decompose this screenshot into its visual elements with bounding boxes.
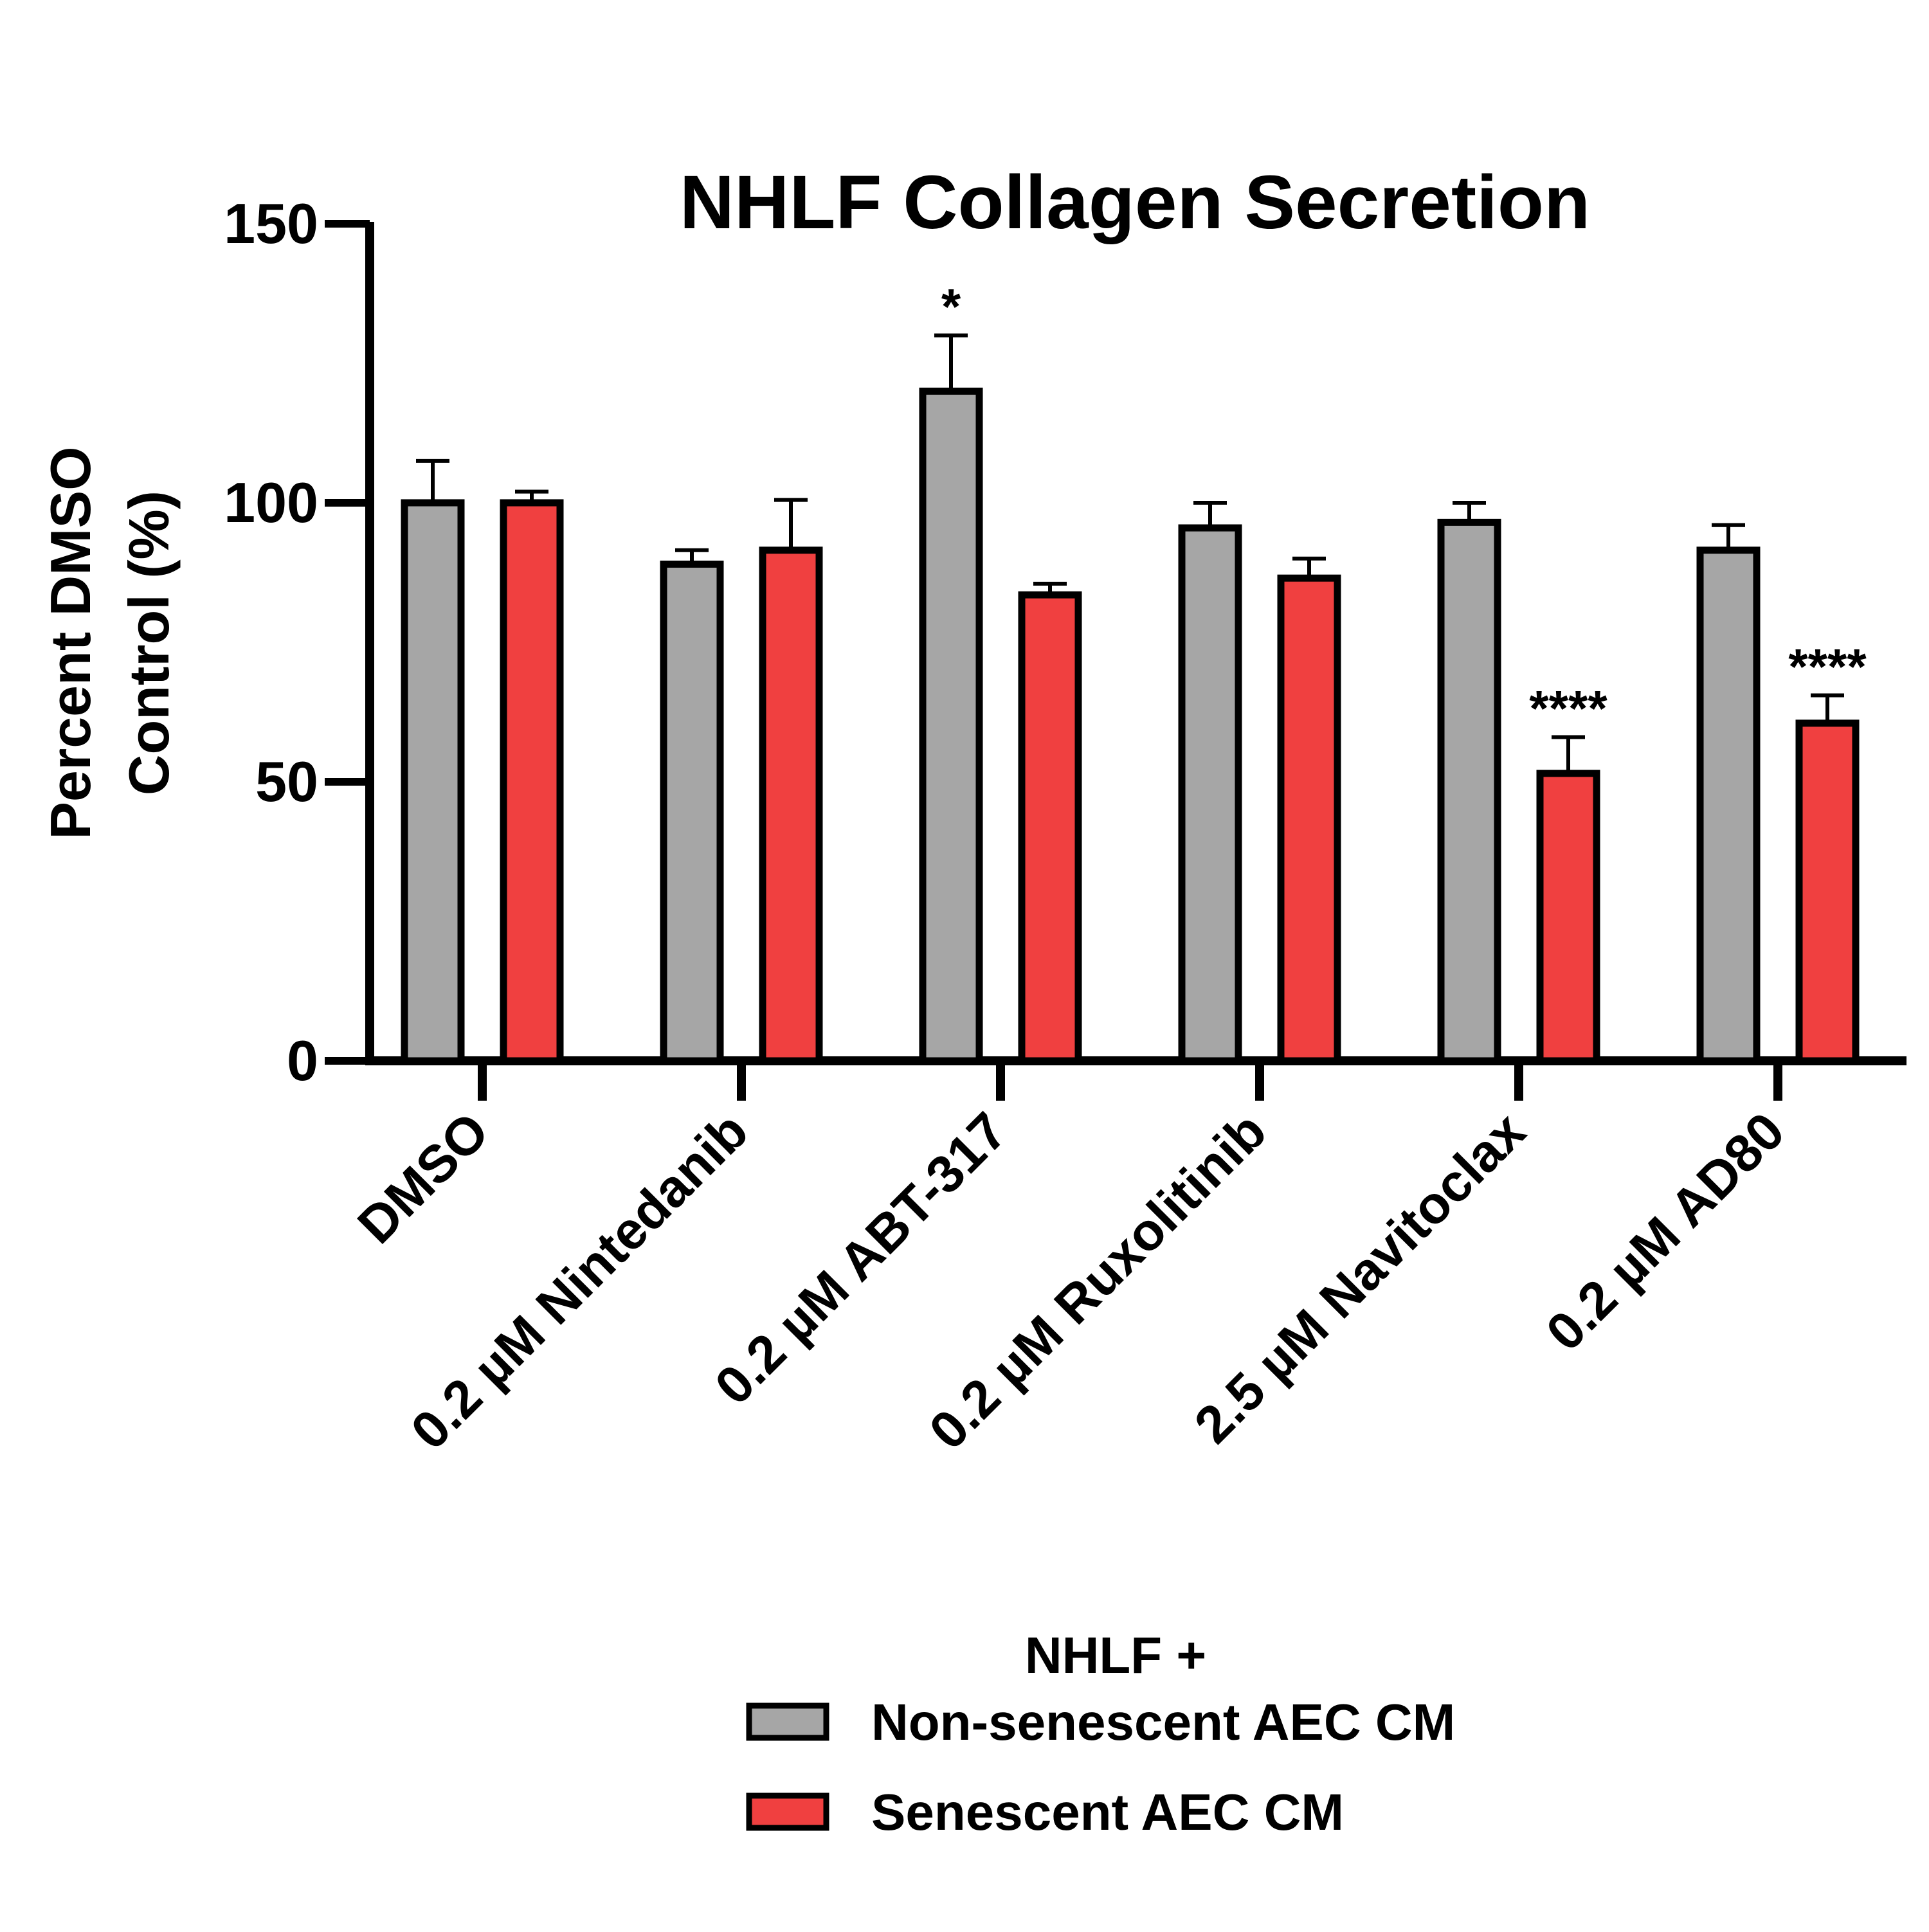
bar [1696, 546, 1761, 1065]
bar [919, 387, 983, 1065]
significance-label: **** [1788, 638, 1867, 694]
legend-swatch [746, 1792, 829, 1831]
bar [1018, 591, 1082, 1065]
legend: NHLF + Non-senescent AEC CM Senescent AEC… [746, 1627, 1455, 1841]
legend-title: NHLF + [1025, 1627, 1206, 1684]
y-tick-label: 150 [224, 192, 318, 255]
y-tick-label: 0 [287, 1029, 318, 1092]
bar [660, 560, 724, 1065]
y-axis-label-line-2: Control (%) [117, 491, 181, 795]
legend-label: Non-senescent AEC CM [871, 1693, 1455, 1751]
y-tick-label: 50 [255, 750, 318, 813]
bar [401, 499, 465, 1065]
bar [1178, 524, 1242, 1065]
bar [1536, 770, 1600, 1065]
bar [1437, 518, 1501, 1065]
bar [1277, 574, 1341, 1065]
x-tick-label: DMSO [347, 1101, 500, 1254]
legend-label: Senescent AEC CM [871, 1783, 1344, 1841]
axes: 0 50 100 150 [224, 192, 1906, 1101]
bar [759, 546, 823, 1065]
significance-label: * [941, 278, 961, 335]
bar [1795, 719, 1860, 1065]
y-axis-label-line-1: Percent DMSO [39, 446, 102, 839]
x-tick-label: 0.2 µM AD80 [1535, 1101, 1796, 1362]
bars: ********* [401, 278, 1867, 1065]
y-axis-label: Percent DMSO Control (%) [39, 446, 181, 839]
chart-title: NHLF Collagen Secretion [680, 160, 1590, 245]
bar [500, 499, 564, 1065]
y-tick-label: 100 [224, 471, 318, 534]
significance-label: **** [1529, 680, 1608, 737]
legend-swatch [746, 1702, 829, 1741]
